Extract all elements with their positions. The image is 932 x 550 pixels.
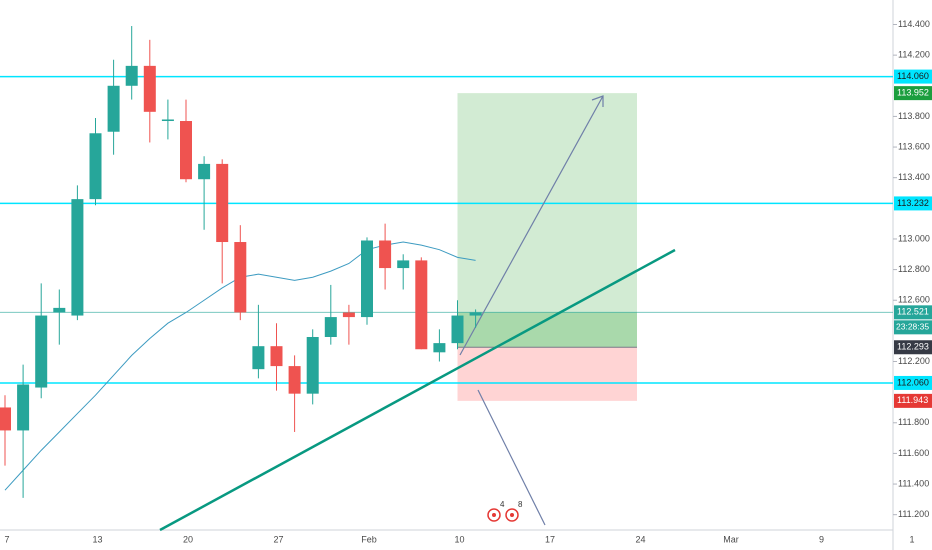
entry-label-box bbox=[894, 340, 932, 355]
candle-body bbox=[216, 163, 229, 243]
candle-body bbox=[107, 85, 120, 132]
candle-body bbox=[252, 346, 265, 370]
candle-body bbox=[288, 366, 301, 394]
y-tick-label: 112.200 bbox=[898, 356, 930, 366]
target-label-box bbox=[894, 86, 932, 101]
x-tick-label: 9 bbox=[819, 534, 824, 544]
candle-body bbox=[17, 384, 30, 431]
y-tick-label: 111.200 bbox=[898, 509, 929, 519]
level-label: 112.060 bbox=[897, 377, 929, 387]
entry-label: 112.293 bbox=[897, 342, 929, 352]
x-tick-label: 17 bbox=[545, 534, 555, 544]
y-tick-label: 113.800 bbox=[898, 111, 930, 121]
current-price-label-box bbox=[894, 305, 932, 320]
candle-body bbox=[53, 307, 66, 313]
x-tick-label: 10 bbox=[454, 534, 464, 544]
current-price-label: 112.521 bbox=[897, 307, 929, 317]
candle-body bbox=[270, 346, 283, 367]
y-tick-label: 112.600 bbox=[898, 295, 930, 305]
level-label-box bbox=[894, 69, 932, 84]
candle-body bbox=[397, 260, 410, 269]
candle-body bbox=[469, 312, 482, 316]
candle-body bbox=[342, 312, 355, 318]
candle-body bbox=[161, 119, 174, 122]
level-label: 114.060 bbox=[897, 71, 929, 81]
countdown-box bbox=[894, 320, 932, 335]
candle-body bbox=[379, 240, 392, 269]
event-count: 8 bbox=[518, 500, 523, 509]
target-label: 113.952 bbox=[897, 88, 929, 98]
arrow-up-head bbox=[591, 95, 604, 107]
arrow-up bbox=[459, 95, 604, 356]
event-count: 4 bbox=[500, 500, 505, 509]
y-tick-label: 113.400 bbox=[898, 172, 930, 182]
y-tick-label: 113.000 bbox=[898, 233, 930, 243]
candle-body bbox=[415, 260, 428, 350]
stop-label-box bbox=[894, 393, 932, 408]
level-label: 113.232 bbox=[897, 198, 929, 208]
candle-body bbox=[198, 163, 211, 180]
candle-body bbox=[234, 242, 247, 313]
x-tick-label: 7 bbox=[4, 534, 9, 544]
countdown: 23:28:35 bbox=[896, 322, 929, 332]
candle-body bbox=[451, 315, 464, 344]
candle-body bbox=[89, 133, 102, 200]
candle-body bbox=[35, 315, 48, 388]
x-tick-label: 1 bbox=[909, 534, 914, 544]
target-zone bbox=[457, 93, 637, 348]
x-tick-label: 13 bbox=[92, 534, 102, 544]
event-dot bbox=[492, 513, 496, 517]
stop-label: 111.943 bbox=[897, 395, 928, 405]
arrow-down bbox=[477, 389, 546, 526]
candle-body bbox=[180, 121, 192, 180]
level-label-box bbox=[894, 196, 932, 211]
candle-body bbox=[361, 240, 373, 318]
x-tick-label: 27 bbox=[273, 534, 283, 544]
candle-body bbox=[71, 199, 84, 316]
y-tick-label: 112.800 bbox=[898, 264, 930, 274]
x-tick-label: 20 bbox=[183, 534, 193, 544]
candle-body bbox=[125, 65, 138, 86]
candle-body bbox=[433, 343, 446, 353]
candle-body bbox=[324, 317, 337, 337]
x-tick-label: Feb bbox=[361, 534, 377, 544]
x-tick-label: Mar bbox=[723, 534, 739, 544]
y-tick-label: 114.200 bbox=[898, 50, 930, 60]
candle-body bbox=[0, 407, 11, 431]
y-tick-label: 111.600 bbox=[898, 448, 929, 458]
candle-body bbox=[306, 336, 319, 394]
y-tick-label: 111.400 bbox=[898, 478, 929, 488]
y-tick-label: 114.400 bbox=[898, 19, 930, 29]
trendline bbox=[159, 248, 676, 532]
level-label-box bbox=[894, 375, 932, 390]
event-dot bbox=[510, 513, 514, 517]
y-tick-label: 113.600 bbox=[898, 141, 930, 151]
x-tick-label: 24 bbox=[635, 534, 645, 544]
open-profit bbox=[457, 312, 637, 348]
stop-zone bbox=[457, 347, 637, 401]
y-tick-label: 111.800 bbox=[898, 417, 929, 427]
candle-body bbox=[143, 65, 156, 112]
